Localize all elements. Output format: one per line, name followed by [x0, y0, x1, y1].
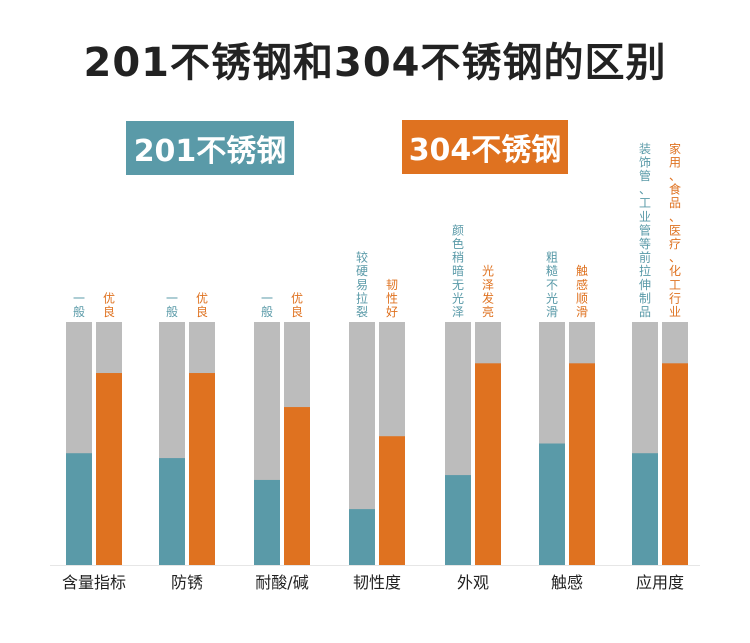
bar-201	[254, 479, 280, 565]
bar-label-304: 优良	[103, 291, 115, 319]
x-tick-label: 应用度	[636, 573, 684, 592]
x-tick-label: 触感	[551, 573, 583, 592]
bar-label-201: 颜色稍暗无光泽	[452, 222, 464, 319]
bar-304	[284, 407, 310, 565]
bar-201	[349, 509, 375, 565]
bar-label-304: 韧性好	[386, 278, 398, 319]
bar-label-304: 触感顺滑	[576, 264, 588, 319]
bar-201	[66, 453, 92, 565]
bar-label-201: 装饰管、工业管等前拉伸制品	[639, 142, 651, 319]
bar-304	[96, 373, 122, 565]
bar-304	[569, 363, 595, 565]
bar-label-304: 优良	[196, 291, 208, 319]
bar-label-201: 一般	[261, 291, 273, 319]
bar-304	[662, 363, 688, 565]
bar-201	[159, 458, 185, 565]
legend-badge-201: 201不锈钢	[126, 121, 294, 175]
bar-label-304: 家用、食品、医疗、化工行业	[669, 141, 681, 319]
bar-304	[379, 436, 405, 565]
bar-304	[475, 363, 501, 565]
x-tick-label: 防锈	[171, 573, 203, 592]
x-tick-label: 耐酸/碱	[255, 573, 308, 592]
x-tick-label: 韧性度	[353, 573, 401, 592]
bar-201	[445, 475, 471, 565]
bar-label-201: 一般	[166, 291, 178, 319]
bar-304	[189, 373, 215, 565]
legend-badge-304: 304不锈钢	[402, 120, 568, 174]
bar-label-201: 粗糙不光滑	[546, 251, 558, 319]
bar-201	[632, 453, 658, 565]
bar-label-304: 光泽发亮	[482, 264, 494, 319]
x-tick-label: 外观	[457, 573, 489, 592]
bar-label-201: 一般	[73, 291, 85, 319]
bar-label-201: 较硬易拉裂	[356, 250, 368, 319]
bar-label-304: 优良	[291, 291, 303, 319]
chart-title: 201不锈钢和304不锈钢的区别	[83, 40, 667, 86]
bar-201	[539, 443, 565, 565]
x-tick-label: 含量指标	[62, 573, 126, 592]
